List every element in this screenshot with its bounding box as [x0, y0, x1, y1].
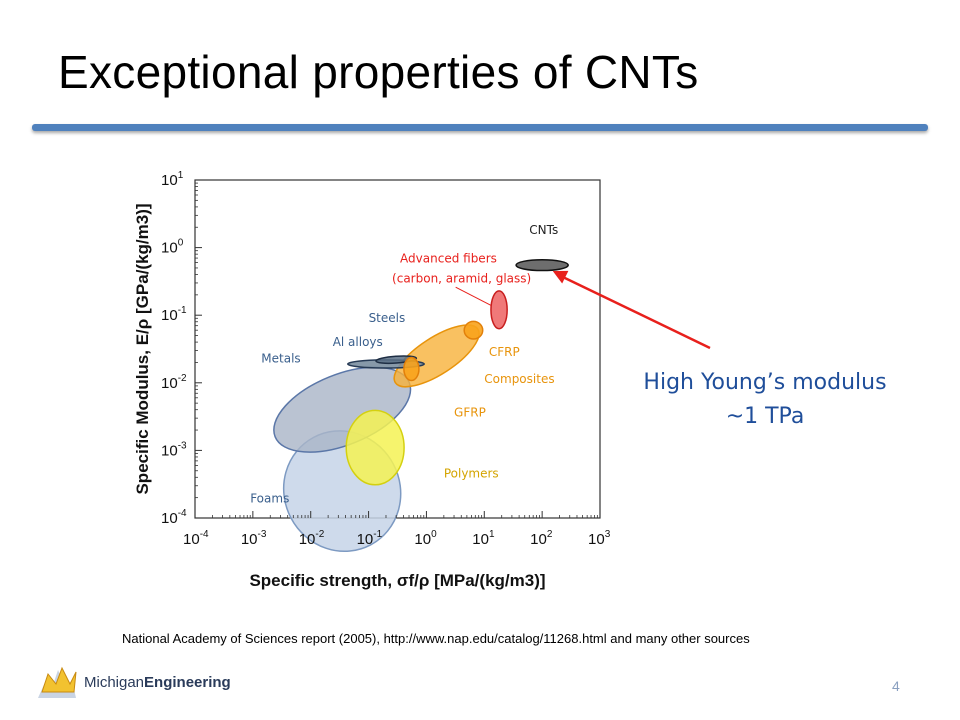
- y-tick-label: 10-2: [161, 373, 187, 392]
- fiber-leader-line: [455, 286, 492, 306]
- x-tick-label: 103: [588, 529, 611, 548]
- x-tick-label: 102: [530, 529, 553, 548]
- region-sublabel-advanced-fibers: (carbon, aramid, glass): [392, 272, 531, 286]
- citation-text: National Academy of Sciences report (200…: [122, 631, 750, 646]
- logo-text: MichiganEngineering: [84, 674, 231, 691]
- region-label-polymers: Polymers: [444, 466, 499, 480]
- x-tick-label: 10-4: [183, 529, 209, 548]
- y-axis-label: Specific Modulus, E/ρ [GPa/(kg/m3)]: [133, 203, 152, 494]
- y-tick-label: 10-1: [161, 305, 187, 324]
- region-cfrp: [463, 320, 484, 340]
- region-label-foams: Foams: [250, 491, 289, 505]
- region-label-metals: Metals: [261, 351, 300, 365]
- x-tick-label: 10-2: [299, 529, 325, 548]
- region-label-steels: Steels: [369, 311, 406, 325]
- region-label-cfrp: CFRP: [489, 345, 520, 359]
- y-tick-label: 10-3: [161, 440, 187, 459]
- block-m-icon: [38, 666, 77, 698]
- region-polymers: [345, 409, 405, 486]
- region-cnts: [515, 258, 569, 272]
- x-tick-label: 10-3: [241, 529, 267, 548]
- page-number: 4: [892, 678, 900, 694]
- materials-chart: Foams Metals Polymers Composites Al alloys St…: [133, 170, 711, 590]
- region-label-gfrp: GFRP: [454, 405, 486, 419]
- region-label-al-alloys: Al alloys: [333, 335, 383, 349]
- x-tick-label: 100: [414, 529, 437, 548]
- region-label-cnts: CNTs: [529, 223, 558, 237]
- logo-text-light: Michigan: [84, 674, 145, 691]
- x-axis-label: Specific strength, σf/ρ [MPa/(kg/m3)]: [249, 571, 545, 590]
- x-tick-label: 10-1: [357, 529, 383, 548]
- region-label-composites: Composites: [484, 372, 554, 386]
- slide-title: Exceptional properties of CNTs: [58, 46, 699, 98]
- red-arrow-head: [552, 270, 569, 284]
- plot-frame: [194, 179, 601, 519]
- callout-line2: ~1 TPa: [725, 404, 805, 429]
- x-tick-label: 101: [472, 529, 495, 548]
- y-tick-label: 10-4: [161, 508, 187, 527]
- y-tick-label: 101: [161, 170, 184, 189]
- callout-line1: High Young’s modulus: [643, 370, 887, 395]
- region-advanced-fibers: [490, 290, 508, 330]
- region-gfrp: [403, 356, 420, 382]
- logo-text-bold: Engineering: [144, 674, 231, 691]
- title-underline-bar: [32, 124, 928, 131]
- cnt-callout: High Young’s modulus ~1 TPa: [605, 366, 925, 434]
- region-label-advanced-fibers: Advanced fibers: [400, 252, 497, 266]
- red-arrow-line: [560, 274, 711, 350]
- michigan-engineering-logo: MichiganEngineering: [36, 662, 296, 702]
- y-tick-label: 100: [161, 238, 184, 257]
